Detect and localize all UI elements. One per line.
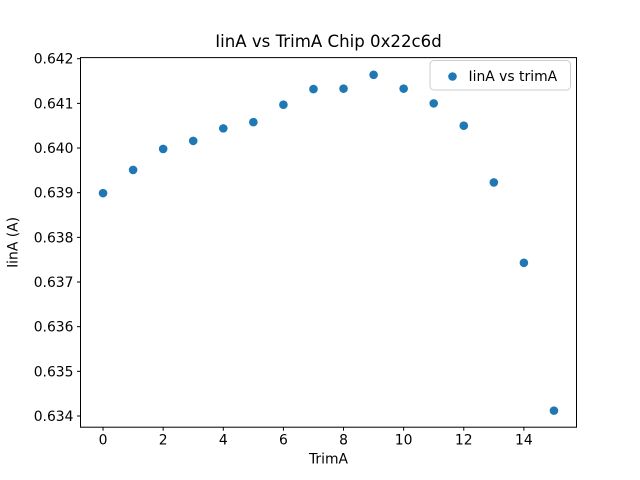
x-axis-label: TrimA [308, 452, 349, 468]
legend-entry-label: IinA vs trimA [469, 69, 558, 85]
data-point [98, 188, 108, 198]
data-point [459, 121, 469, 131]
axes-spines [80, 57, 577, 428]
y-tick-label: 0.640 [34, 141, 74, 157]
data-point [369, 70, 378, 80]
x-tick-label: 8 [339, 433, 348, 449]
data-point [339, 84, 348, 93]
data-point [309, 84, 318, 94]
y-tick-label: 0.637 [34, 275, 74, 291]
x-tick-label: 6 [279, 433, 288, 449]
y-tick-label: 0.635 [34, 364, 74, 380]
x-tick-label: 2 [159, 433, 168, 449]
y-tick-label: 0.639 [34, 186, 74, 202]
data-point [279, 100, 288, 110]
x-tick-label: 4 [219, 433, 228, 449]
data-point [429, 99, 439, 108]
data-point [489, 178, 499, 187]
data-point [549, 406, 559, 415]
y-tick-label: 0.636 [34, 320, 74, 336]
data-point [218, 124, 228, 133]
data-point [519, 258, 529, 268]
y-axis-label: IinA (A) [6, 217, 22, 268]
data-point [188, 136, 198, 146]
legend-box [429, 60, 571, 91]
data-point [158, 144, 168, 154]
legend-marker-icon [448, 72, 457, 81]
y-tick-label: 0.638 [34, 230, 74, 246]
chart-title: IinA vs TrimA Chip 0x22c6d [215, 32, 442, 51]
x-tick-label: 12 [455, 433, 473, 449]
y-tick-label: 0.641 [34, 96, 74, 112]
data-point [249, 117, 258, 127]
plot-generated-content: 0 2 4 6 8 10 12 14 0.634 0.635 0.636 0.637 0.638 0.63… [34, 52, 559, 449]
x-tick-label: 0 [99, 433, 108, 449]
x-tick-label: 10 [395, 433, 413, 449]
data-point [128, 165, 138, 175]
y-tick-label: 0.642 [34, 52, 74, 68]
data-point [399, 84, 408, 93]
legend: IinA vs trimA [429, 60, 571, 91]
y-tick-label: 0.634 [34, 409, 74, 425]
x-tick-label: 14 [515, 433, 533, 449]
